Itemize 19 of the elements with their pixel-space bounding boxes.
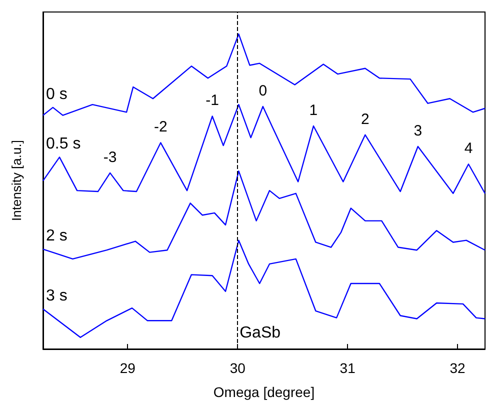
- annotation: 2: [360, 110, 370, 128]
- annotation: 4: [464, 140, 473, 158]
- series-label: 3 s: [46, 288, 68, 304]
- annotation: -1: [206, 92, 219, 110]
- series-label: 0.5 s: [46, 136, 81, 153]
- series-label: 2 s: [46, 228, 68, 245]
- ref-line-label: GaSb: [240, 324, 281, 342]
- annotation: 0: [258, 82, 268, 100]
- annotation: -2: [154, 118, 168, 136]
- annotation: 1: [309, 102, 318, 120]
- x-tick-label: 30: [230, 360, 246, 376]
- x-axis-title: Omega [degree]: [213, 384, 315, 400]
- y-axis-title: Intensity [a.u.]: [9, 140, 24, 221]
- x-tick-label: 29: [120, 360, 136, 376]
- annotation: -3: [103, 148, 117, 166]
- series-label: 0 s: [46, 86, 68, 103]
- x-tick-label: 31: [340, 360, 356, 376]
- annotation: 3: [414, 122, 422, 140]
- x-tick-label: 32: [450, 360, 466, 376]
